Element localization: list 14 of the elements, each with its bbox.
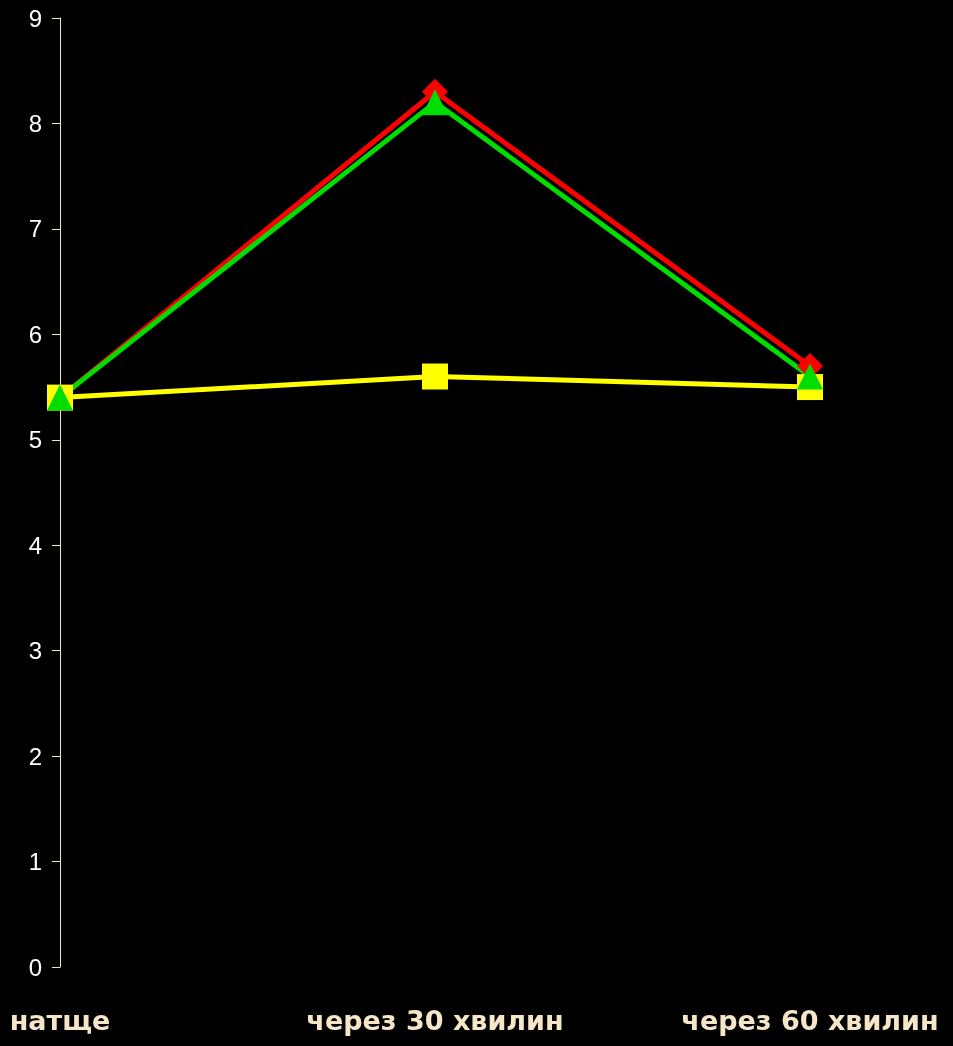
x-tick-label: натще [9, 1005, 111, 1036]
y-tick-label: 4 [28, 531, 42, 559]
x-tick-label: через 60 хвилин [681, 1005, 939, 1036]
point [422, 363, 448, 390]
y-tick-label: 9 [28, 4, 42, 32]
y-tick-label: 8 [28, 109, 42, 137]
x-tick-label: через 30 хвилин [306, 1005, 564, 1036]
y-tick-label: 2 [28, 742, 42, 770]
y-tick-label: 7 [28, 215, 42, 243]
y-tick-label: 5 [28, 426, 42, 454]
y-tick-label: 1 [28, 848, 42, 876]
y-tick-label: 3 [28, 637, 42, 665]
y-tick-label: 0 [28, 953, 42, 981]
y-tick-label: 6 [28, 320, 42, 348]
